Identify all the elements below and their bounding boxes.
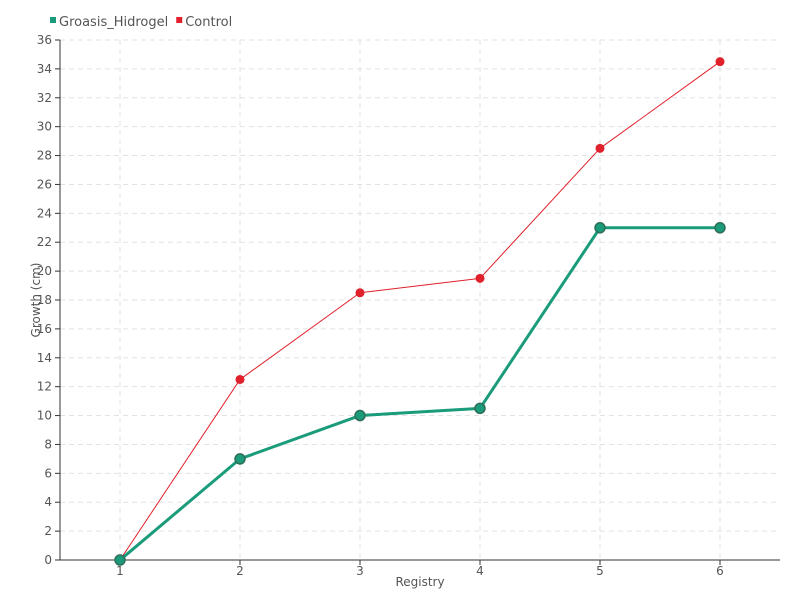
y-tick-label: 6 bbox=[44, 466, 52, 480]
data-point-control bbox=[355, 288, 365, 298]
x-tick-label: 2 bbox=[236, 564, 244, 578]
axes bbox=[55, 39, 780, 565]
data-point-control bbox=[475, 273, 485, 283]
legend-swatch bbox=[176, 17, 183, 23]
y-tick-label: 22 bbox=[37, 235, 52, 249]
data-point-groasis-hidrogel bbox=[714, 222, 726, 234]
y-tick-label: 18 bbox=[37, 293, 52, 307]
y-tick-label: 32 bbox=[37, 91, 52, 105]
x-tick-label: 5 bbox=[596, 564, 604, 578]
data-point-groasis-hidrogel bbox=[594, 222, 606, 234]
x-axis-title: Registry bbox=[395, 575, 444, 589]
y-tick-label: 26 bbox=[37, 177, 52, 191]
y-tick-label: 24 bbox=[37, 206, 52, 220]
y-tick-label: 34 bbox=[37, 62, 52, 76]
y-tick-label: 10 bbox=[37, 409, 52, 423]
gridlines bbox=[60, 39, 780, 560]
data-point-groasis-hidrogel bbox=[234, 453, 246, 465]
legend-label: Groasis_Hidrogel bbox=[59, 15, 168, 30]
y-tick-label: 20 bbox=[37, 264, 52, 278]
data-point-groasis-hidrogel bbox=[474, 402, 486, 415]
x-tick-label: 4 bbox=[476, 564, 484, 578]
y-tick-label: 8 bbox=[44, 437, 52, 451]
data-point-control bbox=[715, 57, 725, 67]
data-point-groasis-hidrogel bbox=[354, 409, 366, 422]
y-tick-label: 16 bbox=[37, 322, 52, 336]
y-tick-label: 36 bbox=[37, 33, 52, 47]
y-tick-label: 4 bbox=[44, 495, 52, 509]
legend-label: Control bbox=[185, 15, 232, 30]
y-tick-label: 0 bbox=[44, 553, 52, 567]
legend-swatch bbox=[50, 17, 56, 23]
data-point-groasis-hidrogel bbox=[114, 554, 126, 566]
y-tick-label: 30 bbox=[37, 120, 52, 134]
series-line-groasis-hidrogel bbox=[119, 226, 720, 562]
series-layer bbox=[114, 57, 726, 566]
y-axis-title: Growth (cm) bbox=[29, 263, 43, 338]
x-tick-label: 1 bbox=[116, 564, 124, 578]
legend: Groasis_Hidrogel Control bbox=[50, 15, 232, 30]
series-line-control bbox=[119, 61, 721, 561]
data-point-control bbox=[595, 143, 605, 153]
y-tick-label: 12 bbox=[37, 380, 52, 394]
y-tick-label: 14 bbox=[37, 351, 52, 365]
data-point-control bbox=[235, 374, 245, 384]
y-tick-label: 28 bbox=[37, 149, 52, 163]
x-tick-label: 6 bbox=[716, 564, 724, 578]
y-tick-label: 2 bbox=[44, 524, 52, 538]
x-tick-label: 3 bbox=[356, 564, 364, 578]
